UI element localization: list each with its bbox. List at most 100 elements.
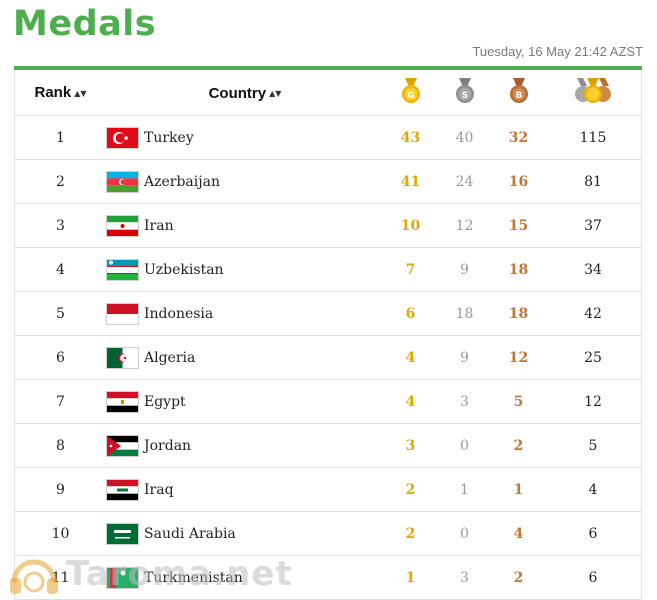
svg-text:S: S	[461, 91, 467, 101]
country-header[interactable]: Country ▲▼	[106, 83, 384, 102]
gold-count: 41	[400, 173, 421, 190]
flag-icon	[106, 478, 144, 501]
table-row[interactable]: 7 Egypt 4 3 5 12	[14, 380, 642, 424]
table-row[interactable]: 11 Turkmenistan 1 3 2 6	[14, 556, 642, 600]
rank-header-label: Rank	[34, 84, 72, 101]
flag-icon	[106, 214, 144, 237]
bronze-count: 2	[513, 569, 524, 586]
rank-cell: 10	[51, 525, 70, 542]
rank-cell: 8	[56, 437, 65, 454]
country-name: Iraq	[144, 481, 174, 498]
flag-icon	[106, 302, 144, 325]
svg-text:G: G	[407, 91, 414, 101]
country-name: Turkmenistan	[144, 569, 243, 586]
table-row[interactable]: 4 Uzbekistan 7 9 18 34	[14, 248, 642, 292]
silver-count: 0	[460, 437, 469, 454]
gold-medal-icon: G	[384, 77, 437, 108]
gold-count: 1	[405, 569, 416, 586]
table-row[interactable]: 9 Iraq 2 1 1 4	[14, 468, 642, 512]
sort-icon: ▲▼	[74, 88, 87, 98]
country-name: Jordan	[144, 437, 192, 454]
gold-count: 4	[405, 393, 416, 410]
silver-medal-icon: S	[437, 77, 492, 108]
bronze-count: 2	[513, 437, 524, 454]
rank-cell: 5	[56, 305, 65, 322]
rank-cell: 4	[56, 261, 65, 278]
total-count: 34	[584, 261, 602, 278]
table-row[interactable]: 1 Turkey 43 40 32 115	[14, 116, 642, 160]
silver-count: 3	[460, 569, 469, 586]
flag-icon	[106, 346, 144, 369]
table-row[interactable]: 5 Indonesia 6 18 18 42	[14, 292, 642, 336]
bronze-count: 1	[513, 481, 524, 498]
silver-count: 9	[460, 261, 469, 278]
flag-icon	[106, 258, 144, 281]
flag-icon	[106, 170, 144, 193]
table-body: 1 Turkey 43 40 32 115 2 Azerbaijan 41 24 16 81 3 Iran…	[14, 116, 642, 600]
country-name: Iran	[144, 217, 174, 234]
flag-icon	[106, 522, 144, 545]
silver-count: 0	[460, 525, 469, 542]
table-header-row: Rank ▲▼ Country ▲▼ G S	[14, 70, 642, 116]
silver-count: 24	[455, 173, 474, 190]
page-title: Medals	[13, 4, 157, 44]
timestamp: Tuesday, 16 May 21:42 AZST	[472, 44, 643, 59]
country-name: Turkey	[144, 129, 194, 146]
bronze-count: 32	[508, 129, 529, 146]
bronze-count: 16	[508, 173, 529, 190]
gold-count: 2	[405, 525, 416, 542]
bronze-count: 5	[513, 393, 524, 410]
country-header-label: Country	[208, 85, 267, 102]
total-count: 4	[588, 481, 598, 498]
silver-count: 40	[455, 129, 474, 146]
table-row[interactable]: 2 Azerbaijan 41 24 16 81	[14, 160, 642, 204]
bronze-count: 15	[508, 217, 529, 234]
country-name: Azerbaijan	[144, 173, 220, 190]
silver-count: 3	[460, 393, 469, 410]
gold-count: 6	[405, 305, 416, 322]
total-count: 115	[579, 129, 607, 146]
gold-count: 10	[400, 217, 421, 234]
flag-icon	[106, 566, 144, 589]
sort-icon: ▲▼	[269, 89, 282, 98]
table-row[interactable]: 6 Algeria 4 9 12 25	[14, 336, 642, 380]
country-name: Uzbekistan	[144, 261, 224, 278]
gold-count: 43	[400, 129, 421, 146]
country-name: Egypt	[144, 393, 186, 410]
total-count: 81	[584, 173, 602, 190]
silver-count: 1	[460, 481, 469, 498]
rank-cell: 6	[56, 349, 65, 366]
total-count: 25	[584, 349, 602, 366]
rank-cell: 7	[56, 393, 65, 410]
table-row[interactable]: 8 Jordan 3 0 2 5	[14, 424, 642, 468]
gold-count: 4	[405, 349, 416, 366]
bronze-count: 18	[508, 261, 529, 278]
silver-count: 12	[455, 217, 474, 234]
rank-cell: 2	[56, 173, 65, 190]
flag-icon	[106, 434, 144, 457]
total-count: 6	[588, 569, 598, 586]
bronze-medal-icon: B	[492, 77, 545, 108]
country-name: Indonesia	[144, 305, 214, 322]
rank-cell: 11	[51, 569, 70, 586]
rank-cell: 3	[56, 217, 65, 234]
svg-text:B: B	[515, 91, 522, 101]
silver-count: 9	[460, 349, 469, 366]
bronze-count: 18	[508, 305, 529, 322]
total-count: 12	[584, 393, 602, 410]
total-count: 6	[588, 525, 598, 542]
rank-header[interactable]: Rank ▲▼	[15, 84, 106, 101]
flag-icon	[106, 126, 144, 149]
medal-table: Rank ▲▼ Country ▲▼ G S	[14, 66, 642, 600]
total-medals-icon	[545, 77, 641, 108]
rank-cell: 1	[56, 129, 65, 146]
total-count: 42	[584, 305, 602, 322]
table-row[interactable]: 10 Saudi Arabia 2 0 4 6	[14, 512, 642, 556]
gold-count: 2	[405, 481, 416, 498]
gold-count: 3	[405, 437, 416, 454]
table-row[interactable]: 3 Iran 10 12 15 37	[14, 204, 642, 248]
country-name: Saudi Arabia	[144, 525, 236, 542]
silver-count: 18	[455, 305, 474, 322]
flag-icon	[106, 390, 144, 413]
total-count: 5	[588, 437, 598, 454]
